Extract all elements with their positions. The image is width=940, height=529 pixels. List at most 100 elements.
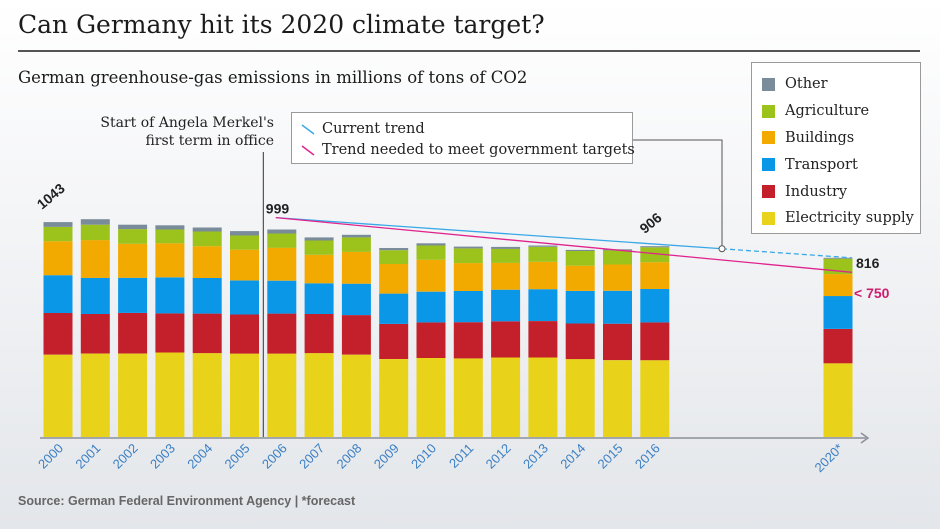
- x-axis-arrow: [860, 432, 870, 444]
- bar-buildings-2009: [379, 264, 409, 294]
- data-label: 906: [636, 209, 664, 236]
- legend-swatch: [762, 211, 775, 225]
- bar-transport-2010: [416, 291, 446, 323]
- bar-industry-2001: [80, 314, 110, 354]
- x-tick-label: 2012: [483, 441, 514, 472]
- x-tick-label: 2007: [296, 441, 327, 472]
- bar-other-2000: [43, 222, 73, 227]
- x-tick-label: 2014: [557, 441, 588, 472]
- bar-transport-2001: [80, 277, 110, 314]
- bar-agriculture-2003: [155, 229, 185, 244]
- trend-legend-label: Current trend: [322, 121, 425, 137]
- current-trend-icon: [301, 124, 315, 135]
- bar-other-2001: [80, 219, 110, 225]
- bar-agriculture-2008: [341, 237, 371, 252]
- bar-industry-2009: [379, 323, 409, 359]
- legend-swatch: [762, 131, 775, 145]
- bar-other-2014: [565, 249, 595, 251]
- bar-electricity-supply-2006: [267, 353, 297, 437]
- legend-item-electricity-supply: Electricity supply: [752, 205, 920, 232]
- x-tick-label: 2009: [371, 441, 402, 472]
- bar-industry-2003: [155, 313, 185, 353]
- bar-other-2006: [267, 229, 297, 234]
- merkel-annotation: Start of Angela Merkel's first term in o…: [100, 114, 274, 150]
- x-tick-label: 2011: [446, 441, 476, 471]
- bar-buildings-2001: [80, 240, 110, 278]
- bar-transport-2014: [565, 291, 595, 324]
- legend-label: Other: [785, 76, 828, 93]
- bar-transport-2006: [267, 280, 297, 314]
- data-label: 999: [266, 201, 290, 217]
- x-tick-label: 2015: [595, 441, 626, 472]
- bar-industry-2002: [118, 312, 148, 354]
- bar-electricity-supply-2000: [43, 354, 73, 437]
- bar-agriculture-2015: [603, 250, 632, 265]
- trend-legend-item-current: Current trend: [300, 119, 425, 139]
- legend-item-transport: Transport: [752, 151, 920, 178]
- legend-swatch: [762, 158, 775, 172]
- bar-agriculture-2007: [304, 240, 334, 255]
- bar-electricity-supply-2014: [565, 359, 595, 437]
- bar-buildings-2014: [565, 265, 595, 291]
- merkel-annotation-line-1: Start of Angela Merkel's: [100, 115, 274, 131]
- bar-electricity-supply-2003: [155, 352, 185, 437]
- bar-buildings-2003: [155, 243, 185, 278]
- bar-other-2011: [453, 246, 483, 249]
- bar-industry-2016: [640, 322, 670, 361]
- x-tick-label: 2010: [408, 441, 439, 472]
- x-tick-label: 2001: [72, 441, 103, 472]
- bar-electricity-supply-2001: [80, 353, 110, 437]
- bar-industry-2005: [230, 314, 259, 354]
- bar-other-2004: [192, 227, 222, 232]
- x-tick-label: 2004: [184, 441, 215, 472]
- bar-agriculture-2016: [640, 247, 670, 263]
- bar-industry-2008: [341, 315, 371, 355]
- current-trend-line: [275, 217, 723, 250]
- bar-electricity-supply-2004: [192, 353, 222, 437]
- bar-industry-2007: [304, 314, 334, 354]
- bar-electricity-supply-2008: [341, 354, 371, 437]
- bar-agriculture-2014: [565, 251, 595, 266]
- legend-label: Industry: [785, 183, 848, 200]
- bar-electricity-supply-2016: [640, 360, 670, 437]
- bar-agriculture-2013: [528, 246, 558, 262]
- legend-label: Buildings: [785, 129, 855, 146]
- bar-group: [43, 152, 853, 437]
- bar-agriculture-2001: [80, 224, 110, 241]
- bar-agriculture-2012: [491, 248, 521, 263]
- bar-other-2013: [528, 245, 558, 247]
- legend-swatch: [762, 77, 775, 91]
- x-tick-label: 2013: [520, 441, 551, 472]
- bar-electricity-supply-2020: [823, 363, 853, 437]
- bar-buildings-2008: [341, 251, 371, 284]
- legend-label: Transport: [785, 156, 858, 173]
- bar-electricity-supply-2002: [118, 353, 148, 437]
- bar-electricity-supply-2015: [603, 360, 632, 437]
- bar-industry-2014: [565, 323, 595, 360]
- data-label: 1043: [34, 180, 68, 212]
- bar-industry-2011: [453, 322, 483, 359]
- bar-industry-2015: [603, 323, 632, 361]
- legend-swatch: [762, 185, 775, 199]
- bar-other-2016: [640, 246, 670, 248]
- current-trend-forecast-line: [721, 248, 853, 259]
- trend-legend-item-target: Trend needed to meet government targets: [300, 140, 635, 160]
- legend-item-industry: Industry: [752, 178, 920, 205]
- x-tick-label: 2008: [333, 441, 364, 472]
- bar-industry-2004: [192, 313, 222, 354]
- bar-transport-2004: [192, 278, 222, 314]
- x-tick-label: 2002: [110, 441, 141, 472]
- title-divider: [18, 50, 920, 52]
- bar-transport-2007: [304, 283, 334, 314]
- bar-other-2003: [155, 225, 185, 230]
- bar-other-2009: [379, 248, 409, 251]
- data-label: 816: [856, 255, 880, 271]
- legend-swatch: [762, 104, 775, 118]
- bar-agriculture-2000: [43, 226, 73, 242]
- x-tick-label: 2003: [147, 441, 178, 472]
- bar-transport-2009: [379, 293, 409, 324]
- bar-buildings-2005: [230, 249, 259, 281]
- bar-buildings-2006: [267, 247, 297, 281]
- bar-transport-2013: [528, 289, 558, 321]
- bar-electricity-supply-2010: [416, 358, 446, 437]
